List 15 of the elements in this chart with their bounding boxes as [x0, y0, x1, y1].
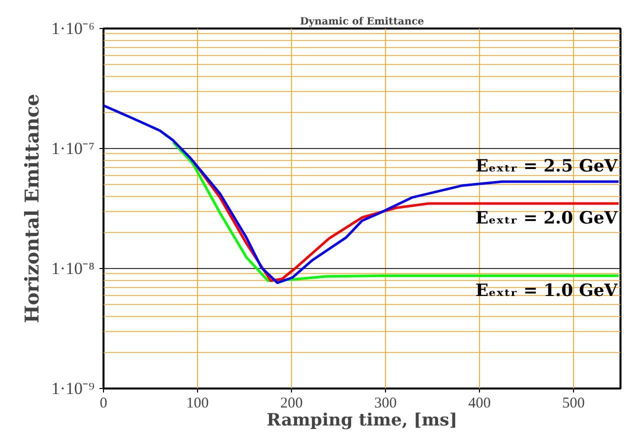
x-tick-label: 0 [100, 396, 108, 412]
y-tick-label: 1·10⁻⁶ [51, 19, 95, 38]
x-tick-label: 200 [280, 396, 303, 412]
y-tick-label: 1·10⁻⁷ [51, 139, 95, 158]
line-series [172, 140, 620, 282]
x-tick-label: 100 [186, 396, 209, 412]
x-tick-label: 500 [562, 396, 585, 412]
chart-title: Dynamic of Emittance [300, 16, 424, 28]
line-series [104, 104, 620, 284]
y-axis-title: Horizontal Emittance [21, 94, 44, 324]
y-tick-label: 1·10⁻⁹ [51, 379, 95, 398]
y-tick-label: 1·10⁻⁸ [51, 259, 95, 278]
x-axis-title: Ramping time, [ms] [266, 410, 458, 430]
x-tick-label: 400 [468, 396, 491, 412]
x-tick-label: 300 [374, 396, 397, 412]
